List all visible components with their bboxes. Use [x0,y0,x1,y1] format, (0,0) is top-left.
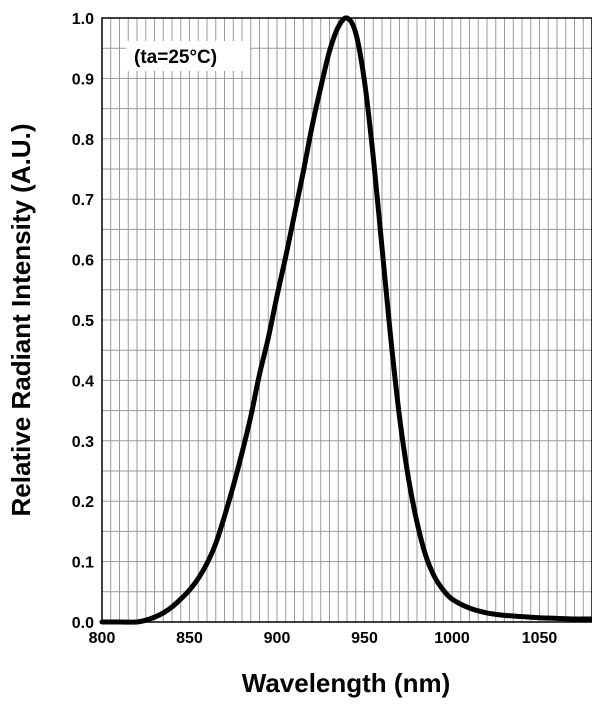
y-tick-label: 0.0 [72,615,94,632]
y-tick-label: 0.3 [72,434,94,451]
x-axis-title: Wavelength (nm) [242,668,450,698]
temperature-annotation: (ta=25°C) [134,47,217,68]
x-tick-label: 850 [176,630,203,647]
y-tick-label: 0.6 [72,253,94,270]
y-tick-label: 0.1 [72,555,94,572]
x-tick-label: 1050 [522,630,558,647]
y-tick-label: 0.2 [72,494,94,511]
y-tick-label: 0.9 [72,71,94,88]
y-tick-labels: 0.0 0.1 0.2 0.3 0.4 0.5 0.6 0.7 0.8 0.9 1.0 [72,11,94,632]
x-tick-label: 950 [351,630,378,647]
y-tick-label: 0.4 [72,373,94,390]
annotation-background [126,41,250,71]
grid [102,18,592,622]
x-tick-label: 800 [89,630,116,647]
y-tick-label: 1.0 [72,11,94,28]
x-tick-label: 1000 [434,630,470,647]
y-tick-label: 0.7 [72,192,94,209]
y-tick-label: 0.8 [72,132,94,149]
spectrum-curve [99,15,592,625]
x-tick-label: 900 [264,630,291,647]
x-tick-labels: 800 850 900 950 1000 1050 [89,630,558,647]
y-axis-title: Relative Radiant Intensity (A.U.) [6,124,36,517]
y-tick-label: 0.5 [72,313,94,330]
